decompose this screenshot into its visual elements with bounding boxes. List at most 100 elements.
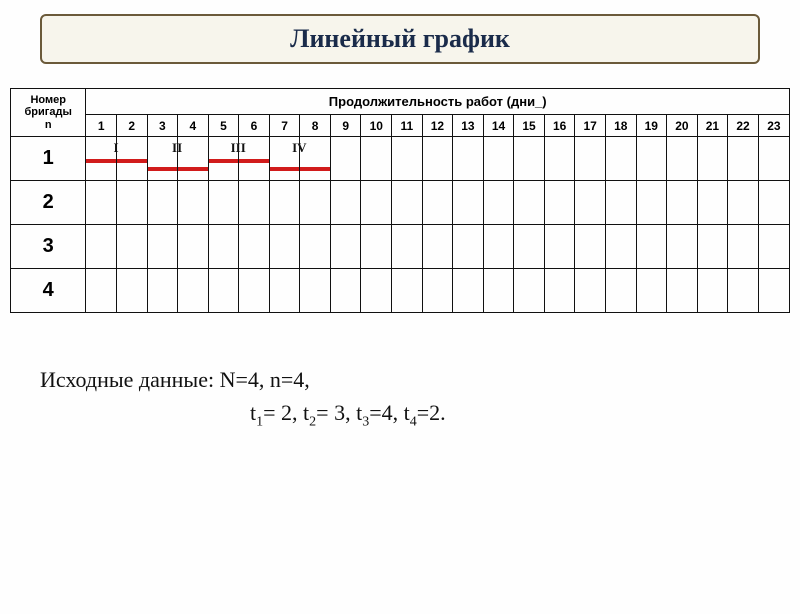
gantt-cell	[758, 269, 789, 313]
day-number: 2	[116, 115, 147, 137]
gantt-cell	[86, 225, 117, 269]
gantt-body: 1IIIIIIIV234	[11, 137, 790, 313]
day-number: 14	[483, 115, 514, 137]
gantt-bar	[86, 159, 116, 163]
day-number: 18	[605, 115, 636, 137]
gantt-cell	[178, 225, 209, 269]
gantt-cell	[483, 181, 514, 225]
gantt-bar	[148, 167, 178, 171]
gantt-cell	[758, 225, 789, 269]
footer-line1: Исходные данные: N=4, n=4,	[40, 363, 800, 396]
gantt-cell	[422, 137, 453, 181]
gantt-cell	[575, 269, 606, 313]
footer-Nn: N=4, n=4,	[220, 367, 310, 392]
gantt-cell	[514, 269, 545, 313]
gantt-cell	[728, 181, 759, 225]
gantt-cell	[636, 181, 667, 225]
gantt-cell	[330, 181, 361, 225]
brigade-number: 3	[11, 225, 86, 269]
day-number: 16	[544, 115, 575, 137]
gantt-cell	[178, 181, 209, 225]
gantt-cell	[269, 225, 300, 269]
day-number: 6	[239, 115, 270, 137]
gantt-cell	[300, 137, 331, 181]
gantt-cell	[361, 137, 392, 181]
gantt-cell	[116, 269, 147, 313]
day-number: 12	[422, 115, 453, 137]
footer-line2: t1= 2, t2= 3, t3=4, t4=2.	[40, 396, 800, 432]
gantt-cell	[392, 181, 423, 225]
day-number: 4	[178, 115, 209, 137]
gantt-cell	[605, 225, 636, 269]
gantt-cell	[239, 269, 270, 313]
gantt-cell	[667, 137, 698, 181]
gantt-cell	[239, 225, 270, 269]
gantt-cell	[116, 225, 147, 269]
day-number: 20	[667, 115, 698, 137]
gantt-cell	[728, 225, 759, 269]
gantt-cell	[636, 269, 667, 313]
gantt-cell	[208, 269, 239, 313]
gantt-cell: IV	[269, 137, 300, 181]
gantt-cell	[239, 137, 270, 181]
gantt-cell	[667, 269, 698, 313]
gantt-cell	[300, 225, 331, 269]
gantt-cell	[422, 181, 453, 225]
gantt-cell	[544, 269, 575, 313]
gantt-cell	[361, 225, 392, 269]
gantt-cell	[330, 269, 361, 313]
gantt-cell: III	[208, 137, 239, 181]
gantt-cell	[453, 137, 484, 181]
day-number: 1	[86, 115, 117, 137]
gantt-cell	[544, 225, 575, 269]
brigade-number: 2	[11, 181, 86, 225]
gantt-cell	[361, 269, 392, 313]
gantt-cell	[728, 137, 759, 181]
gantt-cell	[178, 269, 209, 313]
gantt-cell	[575, 137, 606, 181]
footer-prefix: Исходные данные:	[40, 367, 220, 392]
gantt-cell	[544, 181, 575, 225]
gantt-bar	[178, 167, 208, 171]
day-number: 19	[636, 115, 667, 137]
gantt-bar	[239, 159, 269, 163]
row-header: Номербригадыn	[11, 89, 86, 137]
day-number: 23	[758, 115, 789, 137]
gantt-cell	[453, 181, 484, 225]
gantt-cell	[453, 225, 484, 269]
gantt-cell	[208, 225, 239, 269]
gantt-cell	[422, 269, 453, 313]
day-number: 5	[208, 115, 239, 137]
gantt-bar	[300, 167, 330, 171]
brigade-number: 4	[11, 269, 86, 313]
gantt-cell: I	[86, 137, 117, 181]
gantt-cell	[514, 137, 545, 181]
gantt-cell	[147, 225, 178, 269]
gantt-cell	[697, 225, 728, 269]
gantt-cell	[269, 269, 300, 313]
day-number: 7	[269, 115, 300, 137]
gantt-cell	[483, 137, 514, 181]
day-number: 21	[697, 115, 728, 137]
gantt-cell	[422, 225, 453, 269]
gantt-cell	[116, 137, 147, 181]
gantt-bar	[270, 167, 300, 171]
gantt-cell	[208, 181, 239, 225]
gantt-cell	[605, 269, 636, 313]
gantt-cell	[575, 181, 606, 225]
gantt-cell	[116, 181, 147, 225]
gantt-cell	[636, 137, 667, 181]
gantt-cell	[514, 225, 545, 269]
gantt-cell: II	[147, 137, 178, 181]
gantt-cell	[392, 225, 423, 269]
gantt-cell	[269, 181, 300, 225]
gantt-cell	[758, 137, 789, 181]
duration-header: Продолжительность работ (дни_)	[86, 89, 790, 115]
gantt-cell	[636, 225, 667, 269]
gantt-cell	[392, 137, 423, 181]
gantt-head: НомербригадыnПродолжительность работ (дн…	[11, 89, 790, 137]
gantt-cell	[697, 181, 728, 225]
footer-text: Исходные данные: N=4, n=4, t1= 2, t2= 3,…	[40, 363, 800, 432]
gantt-cell	[667, 181, 698, 225]
day-number: 17	[575, 115, 606, 137]
